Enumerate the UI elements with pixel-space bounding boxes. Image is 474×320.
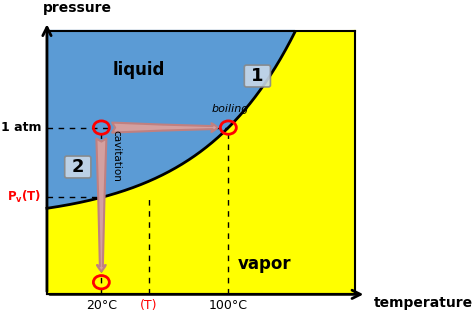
Text: 20°C: 20°C [86,299,117,312]
Text: 1: 1 [251,67,264,85]
Text: cavitation: cavitation [111,131,121,182]
Polygon shape [47,30,295,208]
Text: liquid: liquid [112,61,164,79]
Text: 100°C: 100°C [209,299,248,312]
Text: vapor: vapor [238,255,292,273]
Text: 2: 2 [72,158,84,176]
Text: P$_\mathregular{v}$(T): P$_\mathregular{v}$(T) [7,189,42,205]
FancyBboxPatch shape [244,65,271,87]
Polygon shape [47,30,356,294]
FancyBboxPatch shape [65,156,91,178]
Text: (T): (T) [140,299,157,312]
Text: pressure: pressure [43,1,112,15]
Text: boiling: boiling [211,104,249,114]
Text: 1 atm: 1 atm [1,121,42,134]
Text: temperature: temperature [374,296,473,310]
